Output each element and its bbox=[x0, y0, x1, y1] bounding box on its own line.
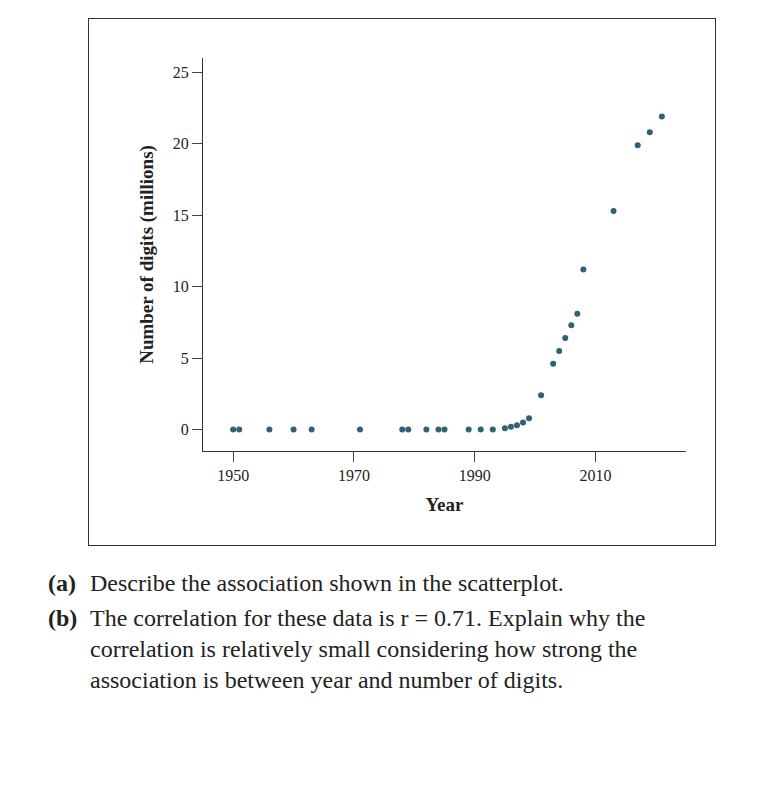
svg-text:15: 15 bbox=[173, 207, 189, 224]
svg-text:25: 25 bbox=[173, 64, 189, 81]
html-text:Describe the association shown: Describe the association shown in the sc… bbox=[90, 570, 564, 596]
html-text:(a): (a) bbox=[48, 570, 76, 596]
svg-text:10: 10 bbox=[173, 278, 189, 295]
html-text:The correlation for these data: The correlation for these data is r = 0.… bbox=[90, 605, 646, 693]
svg-text:5: 5 bbox=[181, 350, 189, 367]
svg-text:1970: 1970 bbox=[338, 467, 370, 484]
svg-text:1990: 1990 bbox=[459, 467, 491, 484]
svg-text:20: 20 bbox=[173, 135, 189, 152]
html-text:(b): (b) bbox=[48, 605, 78, 631]
svg-text:Number of digits (millions): Number of digits (millions) bbox=[136, 145, 158, 364]
svg-text:Year: Year bbox=[426, 494, 465, 515]
svg-text:0: 0 bbox=[181, 421, 189, 438]
svg-text:2010: 2010 bbox=[579, 467, 611, 484]
svg-text:1950: 1950 bbox=[217, 467, 249, 484]
